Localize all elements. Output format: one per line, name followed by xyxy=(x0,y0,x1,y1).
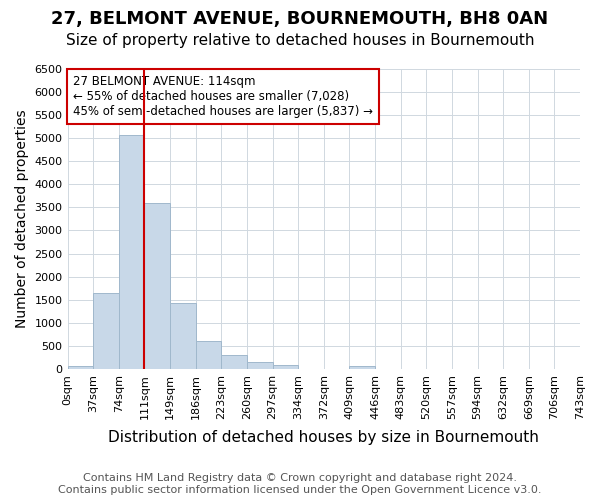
Bar xyxy=(68,366,93,369)
Text: Contains HM Land Registry data © Crown copyright and database right 2024.
Contai: Contains HM Land Registry data © Crown c… xyxy=(58,474,542,495)
Bar xyxy=(221,355,247,369)
Bar xyxy=(119,134,145,369)
Bar xyxy=(196,341,221,369)
X-axis label: Distribution of detached houses by size in Bournemouth: Distribution of detached houses by size … xyxy=(109,430,539,445)
Bar xyxy=(272,365,298,369)
Bar xyxy=(247,362,272,369)
Y-axis label: Number of detached properties: Number of detached properties xyxy=(15,110,29,328)
Bar xyxy=(170,304,196,369)
Text: 27 BELMONT AVENUE: 114sqm
← 55% of detached houses are smaller (7,028)
45% of se: 27 BELMONT AVENUE: 114sqm ← 55% of detac… xyxy=(73,75,373,118)
Bar xyxy=(349,366,375,369)
Bar xyxy=(93,293,119,369)
Text: Size of property relative to detached houses in Bournemouth: Size of property relative to detached ho… xyxy=(66,32,534,48)
Bar xyxy=(145,203,170,369)
Text: 27, BELMONT AVENUE, BOURNEMOUTH, BH8 0AN: 27, BELMONT AVENUE, BOURNEMOUTH, BH8 0AN xyxy=(52,10,548,28)
